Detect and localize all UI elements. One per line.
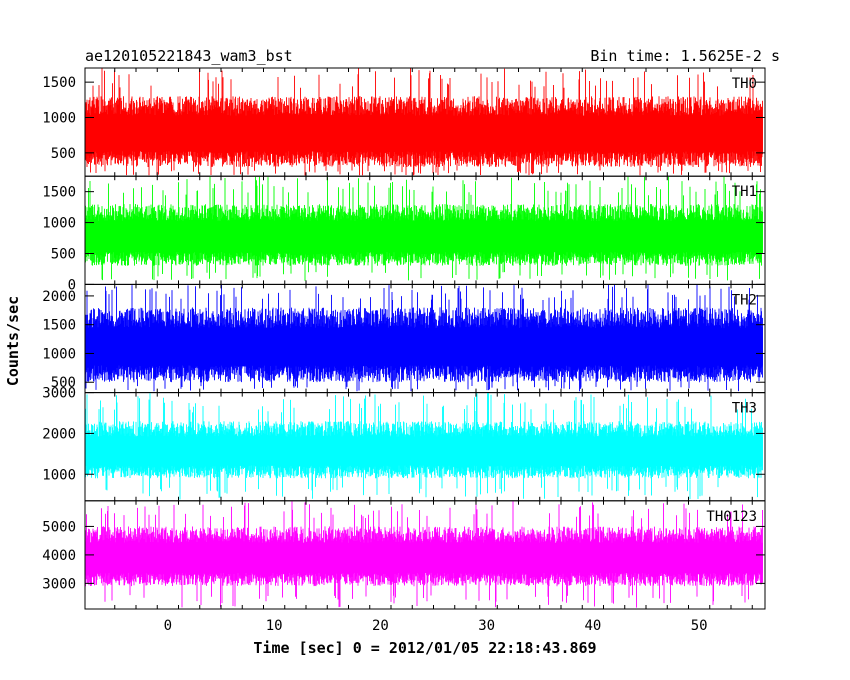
series-trace-th1	[84, 176, 763, 281]
y-tick-label-th0-2: 1500	[42, 75, 76, 91]
y-tick-label-th2-1: 1000	[42, 346, 76, 362]
y-tick-label-th2-0: 500	[51, 375, 76, 391]
x-tick-label-1: 10	[266, 618, 283, 634]
y-tick-label-th1-3: 1500	[42, 185, 76, 201]
y-tick-label-th0123-1: 4000	[42, 548, 76, 564]
panel-label-th2: TH2	[732, 292, 757, 308]
x-tick-label-2: 20	[372, 618, 389, 634]
panel-label-th0: TH0	[732, 76, 757, 92]
bin-time-label: Bin time: 1.5625E-2 s	[590, 47, 780, 65]
x-tick-label-4: 40	[584, 618, 601, 634]
y-tick-label-th0123-0: 3000	[42, 576, 76, 592]
y-tick-label-th3-2: 3000	[42, 386, 76, 402]
y-tick-label-th1-0: 0	[68, 277, 76, 293]
panel-label-th3: TH3	[732, 401, 757, 417]
series-trace-th0123	[84, 501, 763, 608]
series-trace-th2	[84, 284, 763, 392]
series-trace-th3	[84, 393, 763, 500]
x-tick-label-0: 0	[164, 618, 172, 634]
y-tick-label-th0123-2: 5000	[42, 519, 76, 535]
x-tick-label-3: 30	[478, 618, 495, 634]
y-tick-label-th3-1: 2000	[42, 426, 76, 442]
x-axis-title: Time [sec] 0 = 2012/01/05 22:18:43.869	[253, 639, 596, 657]
panel-label-th1: TH1	[732, 184, 757, 200]
y-tick-label-th2-2: 1500	[42, 318, 76, 334]
panel-label-th0123: TH0123	[706, 509, 757, 525]
x-tick-label-5: 50	[691, 618, 708, 634]
y-tick-label-th3-0: 1000	[42, 467, 76, 483]
y-tick-label-th1-2: 1000	[42, 216, 76, 232]
chart-title: ae120105221843_wam3_bst	[85, 47, 293, 65]
series-trace-th0	[84, 68, 763, 176]
y-tick-label-th1-1: 500	[51, 246, 76, 262]
y-tick-label-th2-3: 2000	[42, 289, 76, 305]
y-axis-title: Counts/sec	[4, 296, 22, 386]
y-tick-label-th0-0: 500	[51, 146, 76, 162]
y-tick-label-th0-1: 1000	[42, 111, 76, 127]
